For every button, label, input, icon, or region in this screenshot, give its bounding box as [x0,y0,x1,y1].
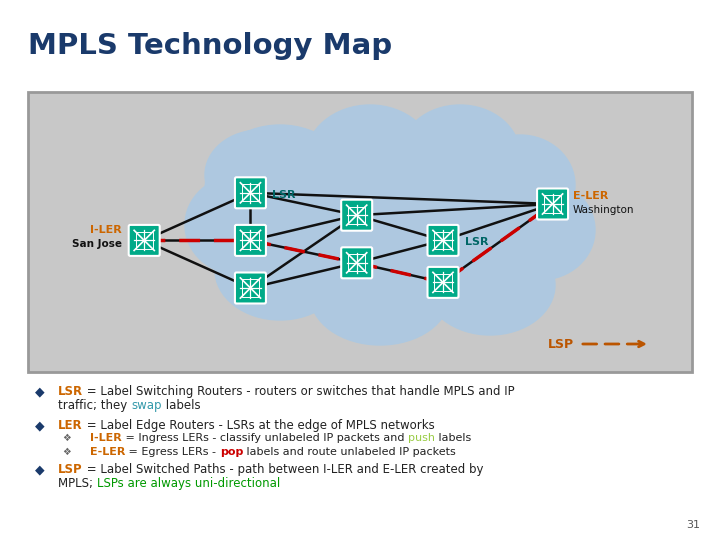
FancyBboxPatch shape [537,188,568,219]
Ellipse shape [310,245,450,345]
Text: ◆: ◆ [35,419,45,432]
Text: = Label Switching Routers - routers or switches that handle MPLS and IP: = Label Switching Routers - routers or s… [83,385,515,398]
Text: = Label Switched Paths - path between I-LER and E-LER created by: = Label Switched Paths - path between I-… [83,463,483,476]
Text: ❖: ❖ [62,433,71,443]
Text: LSPs are always uni-directional: LSPs are always uni-directional [96,477,280,490]
FancyBboxPatch shape [428,225,459,256]
Text: LSR: LSR [272,190,296,200]
FancyBboxPatch shape [341,200,372,231]
Text: LSP: LSP [58,463,83,476]
Text: E-LER: E-LER [90,447,125,457]
Text: San Jose: San Jose [72,239,122,249]
Ellipse shape [400,105,520,205]
Ellipse shape [425,235,555,335]
Text: traffic; they: traffic; they [58,399,131,412]
Text: 31: 31 [686,520,700,530]
Text: labels: labels [435,433,471,443]
Text: ◆: ◆ [35,463,45,476]
Text: push: push [408,433,435,443]
Ellipse shape [205,135,575,315]
FancyBboxPatch shape [129,225,160,256]
Text: LSR: LSR [465,238,488,247]
Text: pop: pop [220,447,243,457]
FancyBboxPatch shape [428,267,459,298]
Text: MPLS Technology Map: MPLS Technology Map [28,32,392,60]
Ellipse shape [305,105,435,215]
Text: = Label Edge Routers - LSRs at the edge of MPLS networks: = Label Edge Routers - LSRs at the edge … [83,419,434,432]
Text: MPLS;: MPLS; [58,477,96,490]
FancyBboxPatch shape [341,247,372,278]
Ellipse shape [205,125,355,255]
Text: swap: swap [131,399,161,412]
Text: LER: LER [58,419,83,432]
Text: = Ingress LERs - classify unlabeled IP packets and: = Ingress LERs - classify unlabeled IP p… [122,433,408,443]
Ellipse shape [485,180,595,280]
Text: labels: labels [161,399,200,412]
Text: I-LER: I-LER [91,225,122,235]
FancyBboxPatch shape [235,273,266,303]
FancyBboxPatch shape [28,92,692,372]
FancyBboxPatch shape [235,177,266,208]
FancyBboxPatch shape [235,225,266,256]
Text: LSR: LSR [58,385,83,398]
Ellipse shape [185,175,295,275]
Text: ❖: ❖ [62,447,71,457]
Ellipse shape [465,135,575,235]
Ellipse shape [205,130,315,220]
Text: I-LER: I-LER [90,433,122,443]
Text: Washington: Washington [572,205,634,215]
Text: ◆: ◆ [35,385,45,398]
Text: = Egress LERs -: = Egress LERs - [125,447,220,457]
Text: E-LER: E-LER [572,191,608,201]
Ellipse shape [215,220,345,320]
Text: labels and route unlabeled IP packets: labels and route unlabeled IP packets [243,447,456,457]
Text: LSP: LSP [548,338,574,350]
